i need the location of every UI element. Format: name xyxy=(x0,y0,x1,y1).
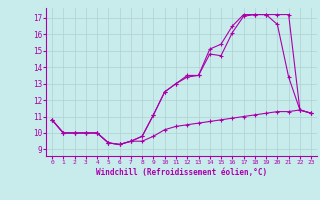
X-axis label: Windchill (Refroidissement éolien,°C): Windchill (Refroidissement éolien,°C) xyxy=(96,168,267,177)
